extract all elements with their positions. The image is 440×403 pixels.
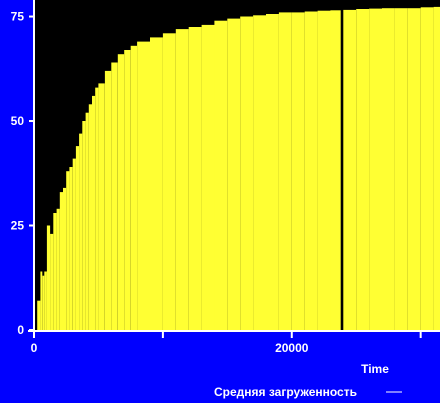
legend: Средняя загруженность: [214, 385, 402, 399]
series-bar: [88, 104, 92, 330]
series-bar: [266, 14, 279, 330]
series-bar: [124, 50, 131, 330]
series-bar: [304, 11, 318, 330]
series-bar: [394, 8, 408, 330]
series-bar: [44, 271, 47, 330]
y-tick-label: 0: [17, 323, 24, 337]
series-bar: [53, 213, 57, 330]
series-bar: [317, 10, 331, 330]
series-bar: [50, 233, 54, 330]
y-tick-label: 75: [11, 10, 25, 24]
series-bar: [343, 9, 357, 331]
series-bar: [42, 275, 45, 330]
series-bar: [253, 15, 266, 331]
series-bar: [38, 300, 41, 330]
y-tick-label: 50: [11, 114, 25, 128]
series-bar: [150, 37, 163, 331]
series-bar: [162, 33, 176, 331]
series-bar: [46, 225, 51, 330]
axes: [28, 0, 440, 338]
series-bar: [111, 62, 118, 330]
series-bar: [104, 70, 112, 331]
series-bar: [66, 171, 70, 330]
series-bar: [227, 18, 241, 330]
x-axis-label: Time: [361, 362, 389, 376]
series-bar: [330, 10, 341, 331]
series-bar: [407, 8, 421, 330]
series-bar: [82, 121, 86, 330]
series-bar: [137, 41, 150, 330]
series-bar: [240, 16, 254, 330]
series-bar: [175, 29, 189, 330]
series-bar: [56, 208, 60, 330]
series-bars: [37, 6, 440, 331]
series-bar: [420, 7, 434, 331]
series-bar: [188, 27, 202, 330]
series-bar: [95, 87, 99, 330]
series-bar: [59, 192, 63, 330]
series-bar: [72, 158, 76, 330]
series-bar: [98, 83, 105, 331]
x-tick-label: 20000: [275, 341, 309, 355]
series-bar: [79, 133, 83, 330]
axis-labels: 0 25 50 75 0 20000: [11, 10, 309, 355]
series-bar: [278, 12, 292, 331]
y-tick-label: 25: [11, 219, 25, 233]
series-bar: [433, 6, 440, 331]
series-bar: [130, 45, 138, 331]
series-bar: [92, 95, 96, 331]
series-bar: [291, 12, 305, 331]
series-bar: [75, 146, 80, 330]
series-bar: [117, 54, 125, 330]
legend-label: Средняя загруженность: [214, 385, 357, 399]
series-bar: [356, 9, 370, 330]
series-bar: [214, 20, 228, 330]
series-bar: [382, 8, 395, 330]
series-bar: [63, 187, 67, 330]
series-bar: [369, 8, 382, 330]
series-bar: [201, 24, 215, 331]
x-tick-label: 0: [31, 341, 38, 355]
series-bar: [69, 167, 73, 330]
series-bar: [85, 112, 89, 330]
series-bar: [37, 300, 39, 330]
series-bar: [40, 271, 43, 330]
